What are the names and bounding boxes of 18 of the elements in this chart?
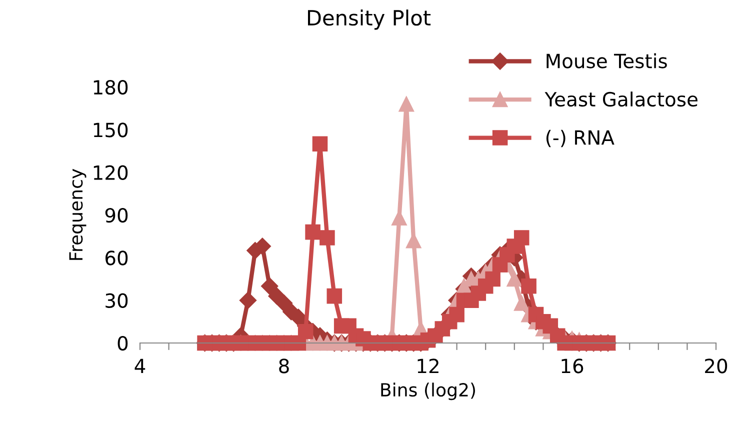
y-tick-label: 90 — [105, 208, 128, 223]
x-tick-label: 12 — [418, 358, 438, 374]
legend-label: Yeast Galactose — [544, 92, 698, 107]
y-tick-label: 150 — [94, 122, 128, 138]
legend-label: (-) RNA — [546, 130, 614, 148]
legend-label: Mouse Testis — [546, 53, 667, 68]
chart-title: Density Plot — [308, 10, 431, 30]
x-axis-title: Bins (log2) — [381, 382, 475, 400]
y-axis-title: Frequency — [69, 168, 86, 260]
y-tick-label: 120 — [94, 165, 128, 180]
y-tick-label: 180 — [94, 80, 128, 95]
x-tick-label: 20 — [705, 358, 728, 374]
y-tick-label: 30 — [106, 293, 128, 308]
y-tick-label: 60 — [106, 250, 128, 266]
x-tick-label: 8 — [279, 358, 289, 374]
x-tick-label: 16 — [562, 358, 584, 374]
x-tick-label: 4 — [134, 358, 146, 374]
y-tick-label: 0 — [118, 336, 128, 351]
